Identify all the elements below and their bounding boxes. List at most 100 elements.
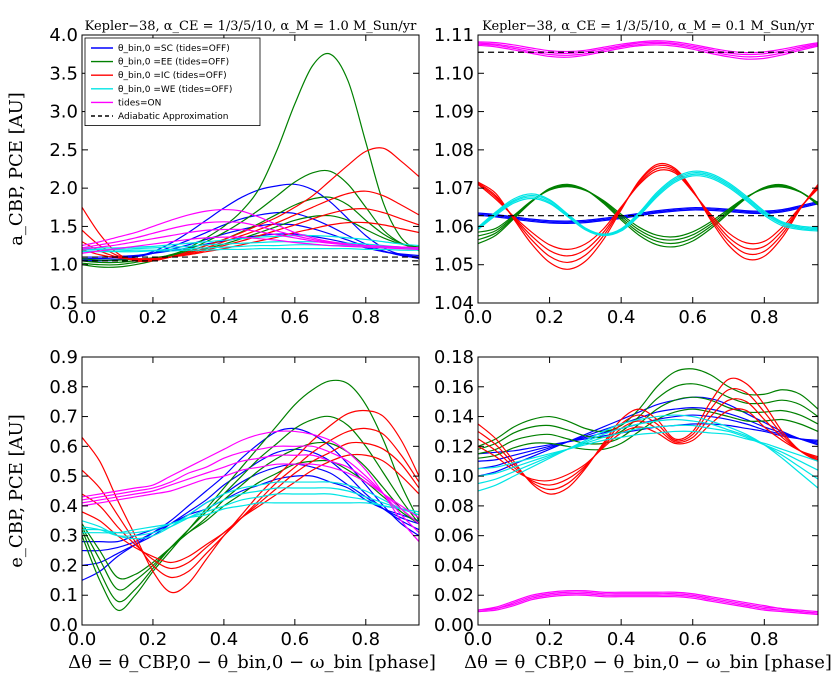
y-tick-label: 0.16 — [434, 377, 474, 398]
x-tick-label: 0.8 — [750, 307, 779, 328]
chart-panel-1: 0.0 0.2 0.4 0.6 0.8 0.5 1.0 1.5 2.0 2.5 3.0 3.5 4.0 K… — [6, 19, 420, 328]
y-tick-label: 1.08 — [434, 140, 474, 161]
x-tick-label: 0.4 — [210, 629, 239, 650]
y-tick-label: 3.5 — [49, 63, 78, 84]
y-tick-label: 4.0 — [49, 25, 78, 46]
series-group — [82, 379, 419, 612]
series-line-tides-18 — [478, 591, 818, 614]
panels: 0.0 0.2 0.4 0.6 0.8 0.5 1.0 1.5 2.0 2.5 3.0 3.5 4.0 K… — [6, 19, 819, 650]
series-line-tides-19 — [478, 592, 818, 614]
legend-box — [84, 37, 261, 126]
series-line-IC-10 — [82, 190, 419, 262]
series-line-WE-12 — [478, 170, 818, 235]
y-tick-label: 0.10 — [434, 466, 474, 487]
y-tick-label: 1.06 — [434, 216, 474, 237]
y-tick-label: 1.11 — [434, 25, 474, 46]
y-tick-label: 0.8 — [49, 377, 78, 398]
y-axis-label: a_CBP, PCE [AU] — [6, 92, 27, 246]
y-tick-label: 0.7 — [49, 407, 78, 428]
series-line-WE-13 — [478, 172, 818, 236]
series-line-EE-5 — [82, 379, 419, 612]
y-tick-label: 2.0 — [49, 178, 78, 199]
series-line-EE-7 — [82, 196, 419, 264]
y-tick-label: 0.6 — [49, 436, 78, 457]
axes-frame — [81, 356, 420, 626]
y-tick-label: 0.18 — [434, 347, 474, 368]
panel-title: Kepler−38, α_CE = 1/3/5/10, α_M = 0.1 M_… — [482, 19, 815, 34]
series-line-WE-13 — [82, 481, 419, 540]
x-tick-label: 0.0 — [68, 629, 97, 650]
legend-label: Adiabatic Approximation — [118, 112, 228, 122]
x-tick-label: 0.6 — [281, 307, 310, 328]
y-tick-label: 0.9 — [49, 347, 78, 368]
series-line-SC-4 — [478, 423, 818, 455]
series-line-tides-19 — [82, 228, 419, 250]
series-line-IC-11 — [478, 169, 818, 251]
x-tick-label: 0.2 — [535, 629, 564, 650]
series-line-EE-5 — [478, 368, 818, 447]
y-tick-label: 0.0 — [49, 615, 78, 636]
series-line-tides-18 — [82, 445, 419, 534]
y-tick-label: 1.09 — [434, 102, 474, 123]
series-line-IC-11 — [478, 398, 818, 486]
series-line-IC-12 — [82, 453, 419, 564]
series-line-WE-15 — [478, 424, 818, 477]
x-tick-label: 0.6 — [678, 307, 707, 328]
series-line-EE-7 — [478, 396, 818, 455]
y-tick-label: 0.4 — [49, 496, 78, 517]
legend: θ_bin,0 =SC (tides=OFF) θ_bin,0 =EE (tide… — [84, 37, 261, 126]
series-group — [478, 40, 818, 270]
chart-panel-2: 0.0 0.2 0.4 0.6 0.8 1.04 1.05 1.06 1.07 1.08 1.09 1… — [434, 19, 819, 328]
series-line-EE-8 — [478, 408, 818, 459]
x-tick-label: 0.8 — [750, 629, 779, 650]
series-line-tides-20 — [478, 594, 818, 616]
y-tick-label: 0.04 — [434, 555, 474, 576]
series-line-tides-17 — [478, 41, 818, 56]
series-line-WE-14 — [82, 487, 419, 537]
y-tick-label: 0.3 — [49, 526, 78, 547]
legend-label: θ_bin,0 =SC (tides=OFF) — [118, 44, 230, 54]
series-line-IC-10 — [82, 427, 419, 579]
axes-frame — [81, 34, 420, 304]
y-tick-label: 1.5 — [49, 216, 78, 237]
series-line-tides-17 — [478, 589, 818, 613]
x-axis-label-right: Δθ = θ_CBP,0 − θ_bin,0 − ω_bin [phase] — [464, 652, 831, 673]
series-line-WE-15 — [82, 244, 419, 252]
chart-panel-3: 0.0 0.2 0.4 0.6 0.8 0.0 0.1 0.2 0.3 0.4 0.5 0.6 0.7 0… — [6, 347, 420, 650]
x-tick-label: 0.2 — [139, 629, 168, 650]
y-tick-label: 0.1 — [49, 585, 78, 606]
y-tick-label: 0.06 — [434, 526, 474, 547]
x-tick-label: 0.4 — [607, 307, 636, 328]
series-line-EE-5 — [82, 52, 419, 268]
series-group — [82, 52, 419, 268]
x-tick-label: 0.6 — [281, 629, 310, 650]
series-line-EE-7 — [82, 441, 419, 591]
y-tick-label: 0.08 — [434, 496, 474, 517]
series-line-WE-16 — [82, 502, 419, 534]
series-line-WE-14 — [82, 241, 419, 251]
legend-label: tides=ON — [118, 98, 161, 108]
series-line-WE-16 — [478, 430, 818, 470]
series-line-tides-20 — [82, 236, 419, 254]
y-tick-label: 0.12 — [434, 436, 474, 457]
series-line-IC-10 — [478, 387, 818, 491]
y-tick-label: 2.5 — [49, 140, 78, 161]
panel-title: Kepler−38, α_CE = 1/3/5/10, α_M = 1.0 M_… — [85, 19, 418, 34]
y-tick-label: 1.0 — [49, 255, 78, 276]
x-tick-label: 0.2 — [139, 307, 168, 328]
x-tick-label: 0.0 — [68, 307, 97, 328]
x-tick-label: 0.8 — [351, 307, 380, 328]
x-tick-label: 0.0 — [464, 307, 493, 328]
x-tick-label: 0.4 — [607, 629, 636, 650]
series-line-IC-11 — [82, 441, 419, 570]
series-line-EE-6 — [82, 415, 419, 603]
y-tick-label: 0.14 — [434, 407, 474, 428]
x-tick-label: 0.4 — [210, 307, 239, 328]
y-tick-label: 0.00 — [434, 615, 474, 636]
series-line-WE-14 — [478, 173, 818, 236]
series-line-tides-17 — [82, 430, 419, 543]
series-line-tides-20 — [82, 463, 419, 519]
series-line-IC-9 — [478, 164, 818, 264]
axes-frame — [477, 34, 819, 304]
y-tick-label: 1.07 — [434, 178, 474, 199]
